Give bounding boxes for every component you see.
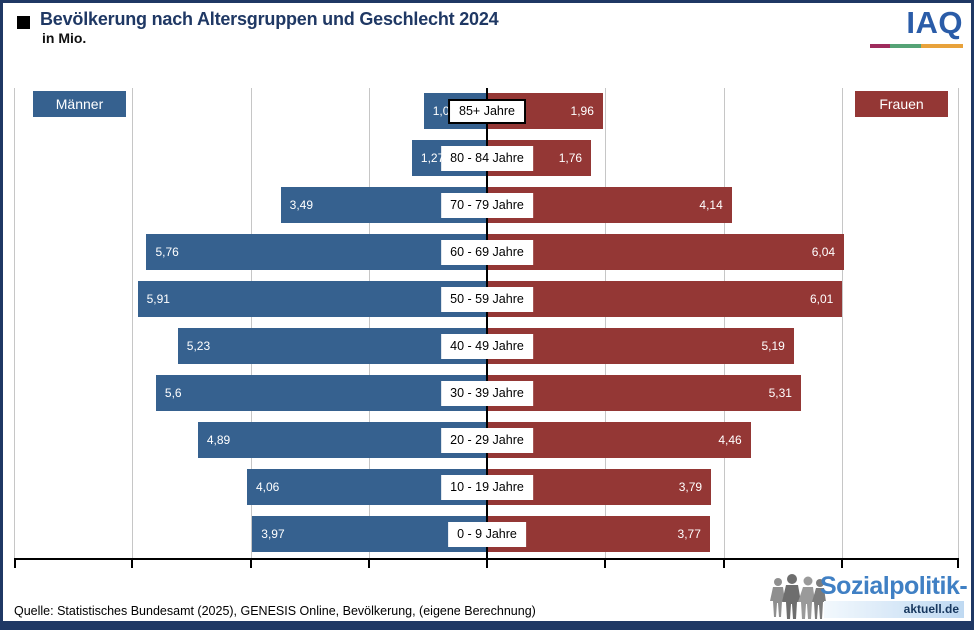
gridline <box>605 88 607 558</box>
gridline <box>723 88 725 558</box>
iaq-underline-segment-orange <box>921 44 963 48</box>
iaq-underline-segment-green <box>890 44 922 48</box>
source-note: Quelle: Statistisches Bundesamt (2025), … <box>14 604 536 618</box>
age-group-label: 30 - 39 Jahre <box>441 381 533 406</box>
pyramid-row: 5,23 5,19 40 - 49 Jahre <box>14 323 959 370</box>
iaq-underline-segment-crimson <box>870 44 891 48</box>
gridline <box>958 88 959 558</box>
age-group-label: 40 - 49 Jahre <box>441 334 533 359</box>
pyramid-row: 5,76 6,04 60 - 69 Jahre <box>14 229 959 276</box>
female-bar: 6,04 <box>487 234 845 270</box>
legend-female: Frauen <box>855 91 948 117</box>
age-group-label: 60 - 69 Jahre <box>441 240 533 265</box>
pyramid-row: 5,91 6,01 50 - 59 Jahre <box>14 276 959 323</box>
iaq-logo-underline <box>870 44 963 48</box>
gridline <box>841 88 843 558</box>
page-subtitle: in Mio. <box>42 30 87 46</box>
axis-tick <box>249 558 252 568</box>
pyramid-row: 4,89 4,46 20 - 29 Jahre <box>14 417 959 464</box>
axis-tick <box>367 558 370 568</box>
title-bullet-square <box>17 16 30 29</box>
male-bar: 4,89 <box>197 422 487 458</box>
age-group-label: 0 - 9 Jahre <box>448 522 526 547</box>
age-group-label: 10 - 19 Jahre <box>441 475 533 500</box>
axis-tick <box>604 558 607 568</box>
gridline <box>132 88 134 558</box>
gridline <box>250 88 252 558</box>
axis-tick <box>722 558 725 568</box>
pyramid-row: 3,97 3,77 0 - 9 Jahre <box>14 511 959 558</box>
iaq-logo: IAQ <box>868 5 963 51</box>
female-bar: 5,19 <box>487 328 794 364</box>
male-bar: 3,97 <box>252 516 487 552</box>
age-group-label: 85+ Jahre <box>448 99 526 124</box>
age-group-label: 80 - 84 Jahre <box>441 146 533 171</box>
gridline <box>368 88 370 558</box>
age-group-label: 50 - 59 Jahre <box>441 287 533 312</box>
age-group-label: 20 - 29 Jahre <box>441 428 533 453</box>
male-bar: 5,6 <box>155 375 487 411</box>
male-bar: 5,76 <box>146 234 487 270</box>
axis-tick <box>486 558 488 568</box>
axis-tick <box>840 558 843 568</box>
pyramid-row: 4,06 3,79 10 - 19 Jahre <box>14 464 959 511</box>
axis-tick <box>131 558 134 568</box>
legend-male: Männer <box>33 91 126 117</box>
female-bar: 6,01 <box>487 281 843 317</box>
pyramid-row: 1,07 1,96 85+ Jahre <box>14 88 959 135</box>
brand-wordmark: Sozialpolitik- <box>820 572 968 600</box>
bottom-navy-bar <box>3 621 971 627</box>
pyramid-row: 3,49 4,14 70 - 79 Jahre <box>14 182 959 229</box>
brand-strip: aktuell.de <box>824 601 964 618</box>
axis-tick <box>957 558 959 568</box>
pyramid-row: 5,6 5,31 30 - 39 Jahre <box>14 370 959 417</box>
age-group-label: 70 - 79 Jahre <box>441 193 533 218</box>
male-bar: 5,23 <box>177 328 487 364</box>
page-title: Bevölkerung nach Altersgruppen und Gesch… <box>40 9 499 29</box>
people-silhouettes-icon <box>770 574 826 619</box>
sozialpolitik-logo: aktuell.de Sozialpolitik- <box>770 572 968 622</box>
pyramid-row: 1,27 1,76 80 - 84 Jahre <box>14 135 959 182</box>
gridline <box>14 88 15 558</box>
plot-area: Männer Frauen 1,07 1,96 85+ Jahre 1,27 1,76 8… <box>14 88 959 570</box>
axis-tick <box>14 558 16 568</box>
male-bar: 5,91 <box>137 281 487 317</box>
center-axis-line <box>486 88 488 558</box>
female-bar: 5,31 <box>487 375 801 411</box>
iaq-logo-text: IAQ <box>906 5 963 40</box>
